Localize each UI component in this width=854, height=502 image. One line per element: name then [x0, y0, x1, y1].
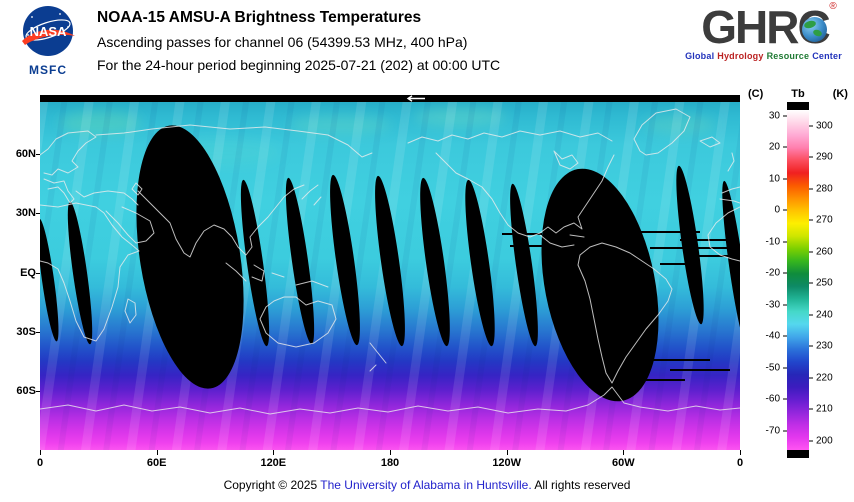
y-axis-tick	[36, 272, 40, 274]
y-axis-tick	[36, 154, 40, 155]
x-axis-label: 0	[736, 457, 744, 469]
y-axis-label: 30S	[16, 325, 36, 338]
ghrc-tagline-word: Center	[812, 51, 842, 61]
colorbar-c-tick: 10	[752, 173, 787, 184]
colorbar-k-tick: 250	[809, 278, 833, 289]
colorbar-c-tick: -30	[752, 299, 787, 310]
page-subtitle: Ascending passes for channel 06 (54399.5…	[97, 34, 468, 50]
x-axis-label: 120E	[260, 457, 287, 469]
x-axis-label: 60W	[611, 457, 635, 469]
colorbar-gradient	[787, 110, 809, 450]
colorbar-bottom-cap	[787, 450, 809, 458]
colorbar-c-tick: 20	[752, 142, 787, 153]
colorbar-header: (C) Tb (K)	[748, 88, 848, 100]
colorbar-c-tick: -40	[752, 331, 787, 342]
x-axis-tick	[390, 450, 391, 455]
y-axis-tick	[36, 331, 40, 333]
colorbar-c-tick: 30	[752, 110, 787, 121]
colorbar-c-tick: -10	[752, 236, 787, 247]
y-axis-tick	[36, 391, 40, 392]
ghrc-logo[interactable]: GHRC ® Global Hydrology Resource Center	[680, 1, 850, 62]
colorbar-k-tick: 220	[809, 372, 833, 383]
x-axis-label: 180	[380, 457, 400, 469]
colorbar-k-tick: 240	[809, 309, 833, 320]
page-period: For the 24-hour period beginning 2025-07…	[97, 57, 501, 73]
x-axis-tick	[623, 450, 625, 455]
colorbar-c-tick: -20	[752, 268, 787, 279]
ghrc-tagline-word: Resource	[766, 51, 810, 61]
colorbar-k-tick: 210	[809, 404, 833, 415]
footer-university-link[interactable]: The University of Alabama in Huntsville.	[320, 478, 532, 492]
colorbar-k-tick: 300	[809, 120, 833, 131]
ghrc-tagline-word: Global	[685, 51, 715, 61]
x-axis-tick	[740, 450, 741, 455]
ghrc-acronym: GHRC ®	[701, 1, 837, 53]
x-axis-label: 60E	[146, 457, 167, 469]
nasa-logo[interactable]: NASA MSFC	[12, 5, 84, 77]
colorbar-c-tick: -70	[752, 425, 787, 436]
colorbar-c-tick: 0	[752, 205, 787, 216]
title-block: NOAA-15 AMSU-A Brightness Temperatures A…	[97, 9, 500, 73]
colorbar-unit-celsius: (C)	[748, 88, 764, 100]
x-axis-label: 120W	[492, 457, 522, 469]
ghrc-tagline-word: Hydrology	[717, 51, 764, 61]
colorbar-k-tick: 260	[809, 246, 833, 257]
ghrc-registered-mark: ®	[829, 1, 837, 12]
ghrc-tagline: Global Hydrology Resource Center	[680, 51, 850, 61]
nasa-logo-text: NASA	[30, 24, 67, 39]
ghrc-globe-icon	[801, 17, 827, 42]
page-title: NOAA-15 AMSU-A Brightness Temperatures	[97, 9, 422, 26]
colorbar-quantity-label: Tb	[791, 88, 805, 100]
colorbar-k-tick: 270	[809, 215, 833, 226]
y-axis-label: EQ	[20, 266, 36, 279]
y-axis-label: 30N	[15, 207, 36, 219]
x-axis-tick	[273, 450, 275, 455]
colorbar-k-tick: 280	[809, 183, 833, 194]
x-axis-tick	[506, 450, 508, 455]
y-axis-tick	[36, 213, 40, 214]
x-axis-label: 0	[36, 457, 44, 469]
swath-start-arrow-icon	[406, 95, 425, 102]
colorbar-k-tick: 290	[809, 152, 833, 163]
msfc-label: MSFC	[29, 63, 67, 77]
nasa-meatball-icon: NASA	[22, 6, 75, 56]
colorbar-k-tick: 230	[809, 341, 833, 352]
y-axis-label: 60N	[15, 148, 36, 160]
colorbar-c-tick: -60	[752, 394, 787, 405]
colorbar-unit-kelvin: (K)	[832, 88, 848, 100]
map-image	[40, 95, 740, 450]
x-axis-tick	[156, 450, 158, 455]
colorbar-c-tick: -50	[752, 362, 787, 373]
colorbar-k-tick: 200	[809, 435, 833, 446]
footer-copyright-prefix: Copyright © 2025	[223, 478, 321, 492]
y-axis-label: 60S	[16, 385, 36, 397]
x-axis-tick	[40, 450, 41, 455]
footer-copyright-suffix: All rights reserved	[531, 478, 631, 492]
coastlines	[40, 108, 740, 415]
colorbar-top-cap	[787, 102, 809, 110]
footer: Copyright © 2025 The University of Alaba…	[0, 478, 854, 492]
